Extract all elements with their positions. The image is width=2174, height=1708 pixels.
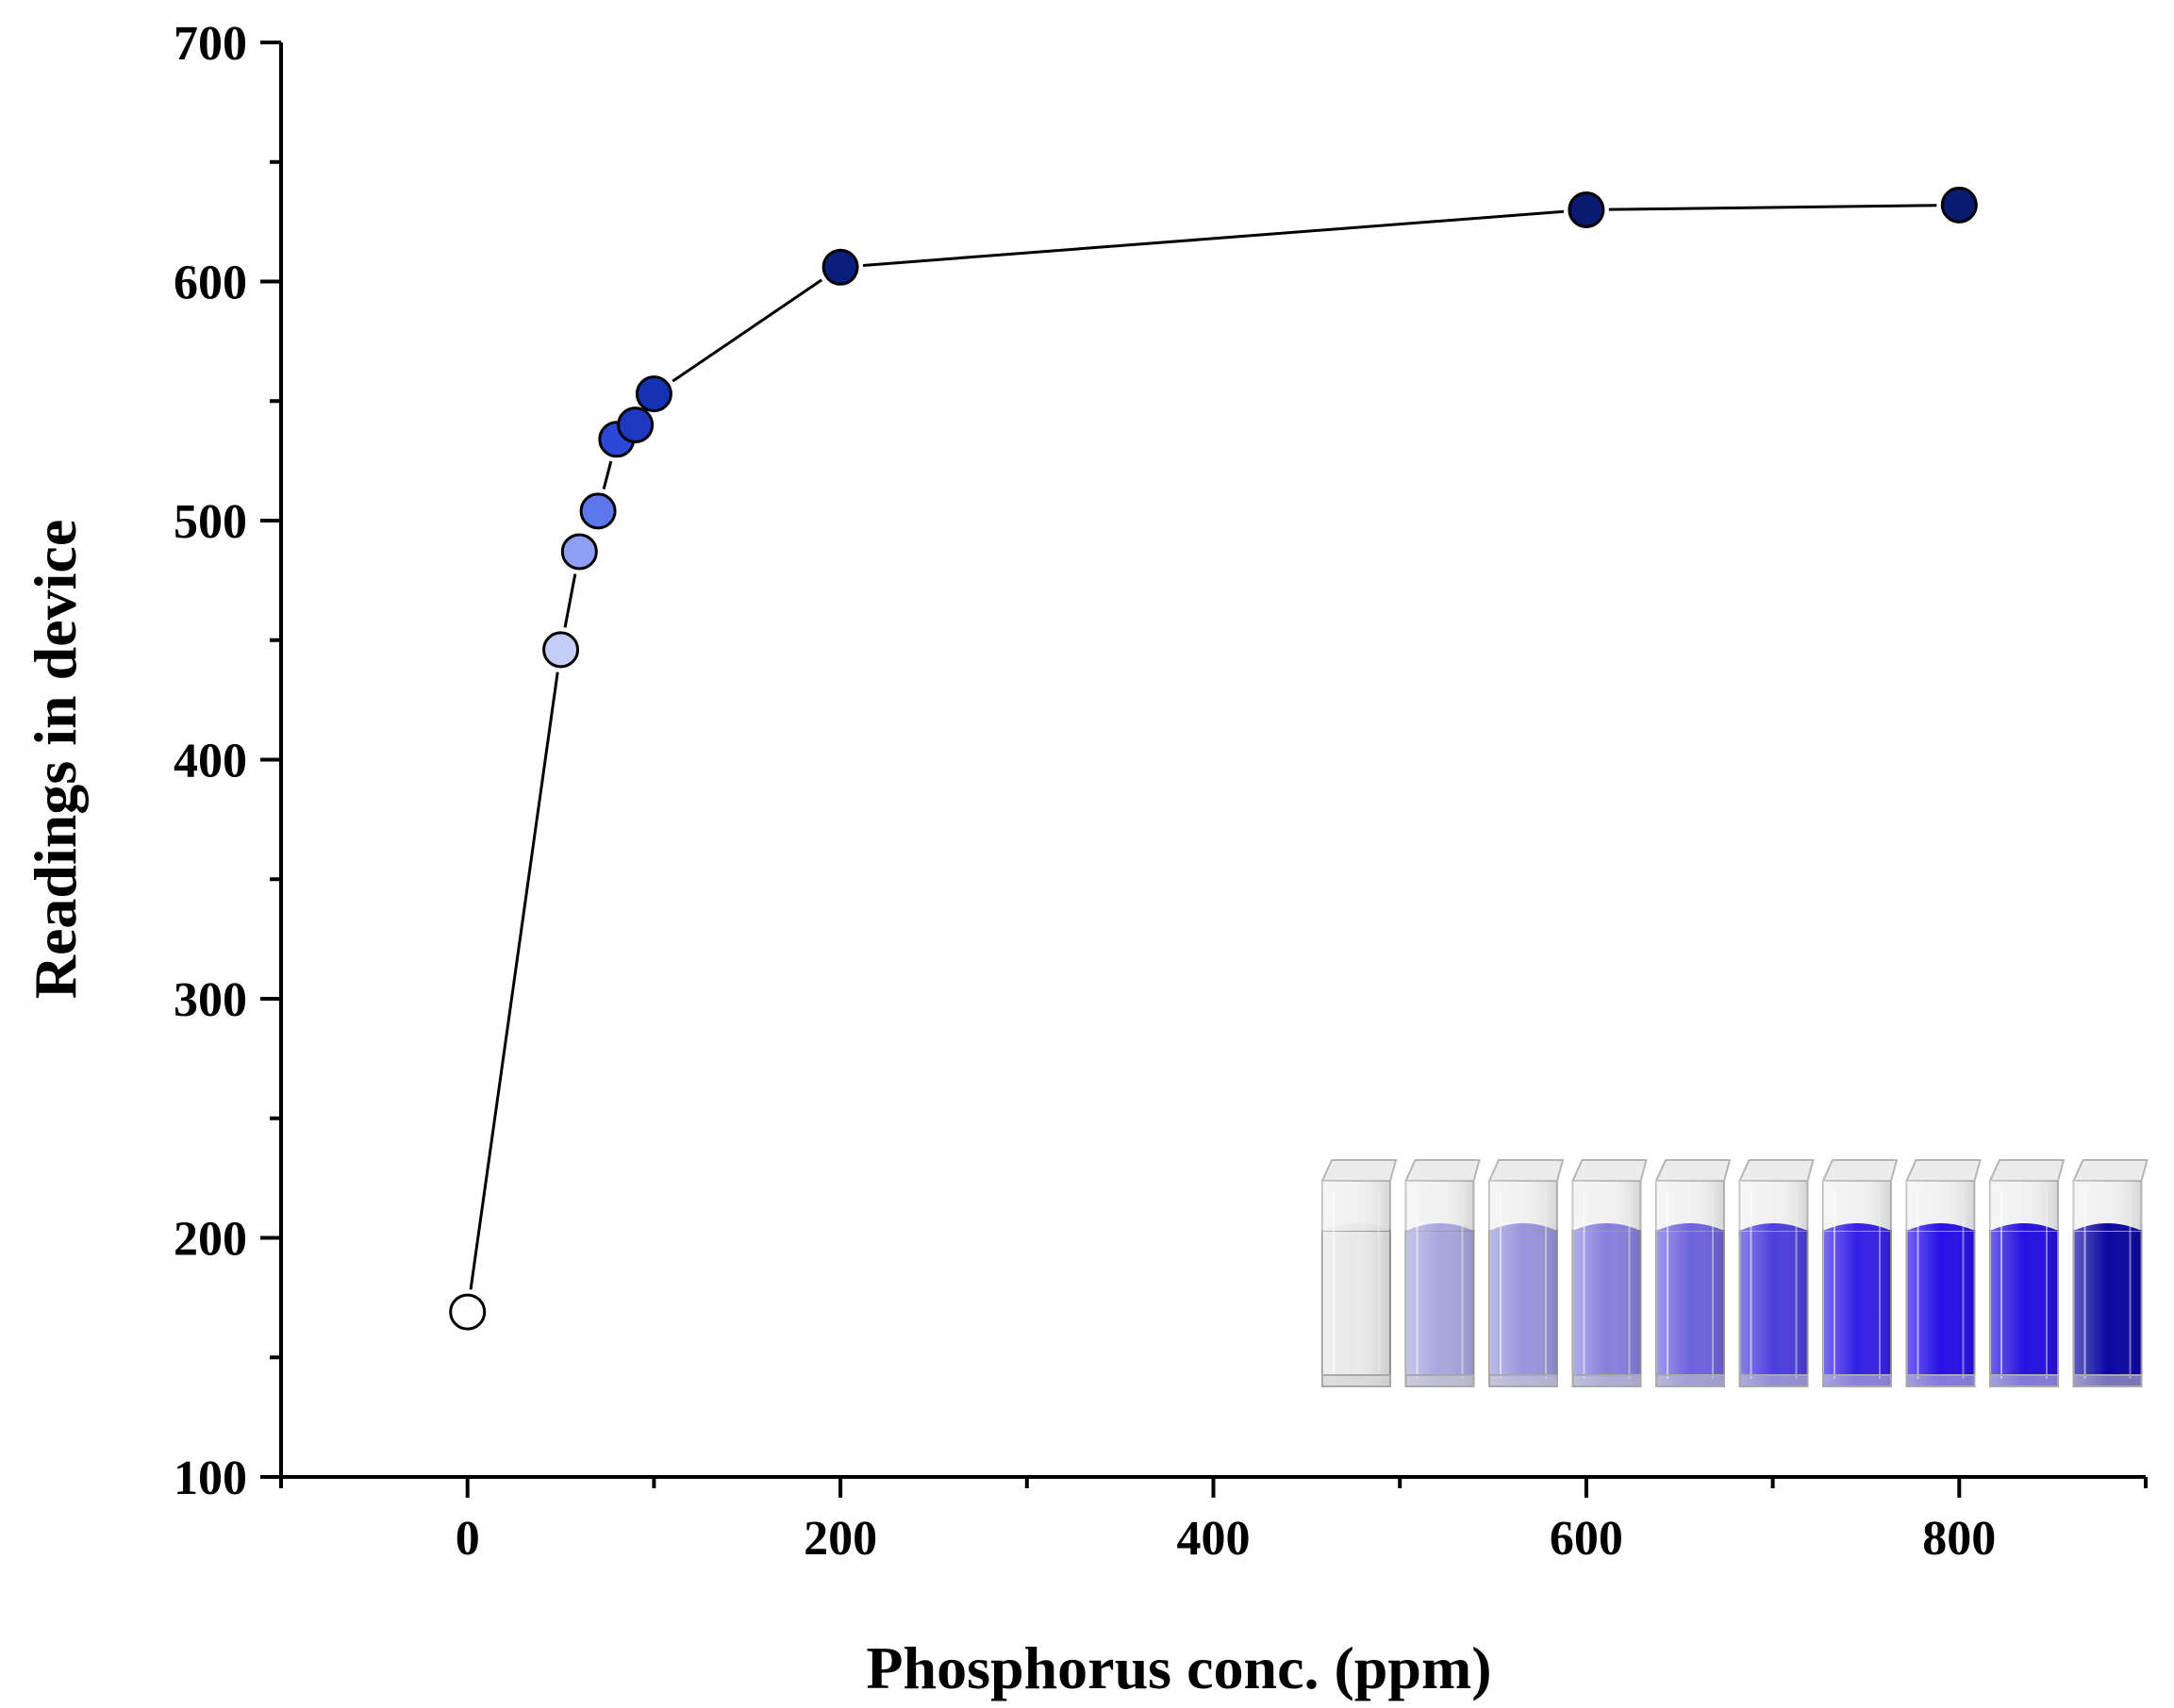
cuvette-base xyxy=(1989,1374,2059,1387)
cuvette-shading xyxy=(1739,1181,1808,1386)
cuvette-rim xyxy=(1403,1159,1481,1182)
x-tick-label: 0 xyxy=(456,1512,480,1566)
y-tick-label: 600 xyxy=(174,257,247,310)
cuvette-base xyxy=(1488,1374,1558,1387)
cuvette-rim xyxy=(1737,1159,1815,1182)
data-point xyxy=(449,1293,487,1331)
cuvette-base xyxy=(1571,1374,1642,1387)
cuvette-rim xyxy=(1654,1159,1732,1182)
series-line-segment xyxy=(602,460,613,490)
cuvette-shading xyxy=(1405,1181,1474,1386)
y-tick-label: 700 xyxy=(174,17,247,71)
cuvette xyxy=(1654,1159,1732,1387)
series-line-segment xyxy=(469,672,559,1290)
cuvette xyxy=(1487,1159,1565,1387)
data-point xyxy=(542,631,580,669)
x-tick-label: 600 xyxy=(1550,1512,1623,1566)
cuvette-shading xyxy=(1656,1181,1724,1386)
cuvette-rim xyxy=(1904,1159,1982,1182)
cuvette-base xyxy=(1738,1374,1809,1387)
cuvette xyxy=(1821,1159,1899,1387)
cuvette-rim xyxy=(1821,1159,1899,1182)
data-point xyxy=(617,406,655,444)
markers-group xyxy=(449,186,1978,1331)
cuvette-base xyxy=(1321,1374,1391,1387)
cuvette-rim xyxy=(1487,1159,1565,1182)
x-tick-label: 800 xyxy=(1922,1512,1996,1566)
cuvette-shading xyxy=(1906,1181,1975,1386)
cuvette-base xyxy=(1404,1374,1475,1387)
cuvette-base xyxy=(1655,1374,1725,1387)
cuvette-rim xyxy=(1320,1159,1398,1182)
cuvette xyxy=(1904,1159,1982,1387)
x-axis-title: Phosphorus conc. (ppm) xyxy=(866,1634,1491,1701)
x-tick-label: 400 xyxy=(1177,1512,1251,1566)
cuvette xyxy=(1403,1159,1481,1387)
cuvette-rim xyxy=(1570,1159,1648,1182)
cuvette-shading xyxy=(2073,1181,2142,1386)
cuvette-shading xyxy=(1990,1181,2058,1386)
y-tick-label: 300 xyxy=(174,973,247,1027)
cuvette-shading xyxy=(1572,1181,1641,1386)
data-point xyxy=(821,248,859,286)
cuvette-shading xyxy=(1322,1181,1390,1386)
data-point xyxy=(579,492,617,530)
y-tick-label: 100 xyxy=(174,1451,247,1505)
cuvette-shading xyxy=(1489,1181,1557,1386)
series-line-group xyxy=(469,204,1937,1290)
cuvette xyxy=(1570,1159,1648,1387)
series-line-segment xyxy=(563,573,577,628)
y-tick-label: 400 xyxy=(174,735,247,788)
cuvette-base xyxy=(2072,1374,2143,1387)
series-line-segment xyxy=(862,209,1565,267)
x-tick-label: 200 xyxy=(804,1512,877,1566)
cuvette xyxy=(1737,1159,1815,1387)
cuvette-rim xyxy=(1988,1159,2066,1182)
cuvette-inset xyxy=(1320,1159,2149,1387)
cuvette-base xyxy=(1822,1374,1892,1387)
y-tick-label: 200 xyxy=(174,1213,247,1267)
cuvette xyxy=(1988,1159,2066,1387)
x-ticks: 0 200 400 600 800 xyxy=(279,1477,2148,1566)
data-point xyxy=(635,375,672,413)
cuvette-shading xyxy=(1823,1181,1891,1386)
data-point xyxy=(1568,191,1605,228)
y-ticks: 100 200 300 400 500 600 700 xyxy=(174,17,281,1505)
cuvette-base xyxy=(1905,1374,1976,1387)
y-axis-title: Readings in device xyxy=(22,520,89,999)
cuvette xyxy=(2071,1159,2149,1387)
cuvette xyxy=(1320,1159,1398,1387)
series-line-segment xyxy=(672,278,823,383)
data-point xyxy=(560,533,598,571)
data-point xyxy=(1940,186,1978,224)
y-tick-label: 500 xyxy=(174,495,247,549)
series-line-segment xyxy=(1608,204,1937,211)
cuvette-rim xyxy=(2071,1159,2149,1182)
